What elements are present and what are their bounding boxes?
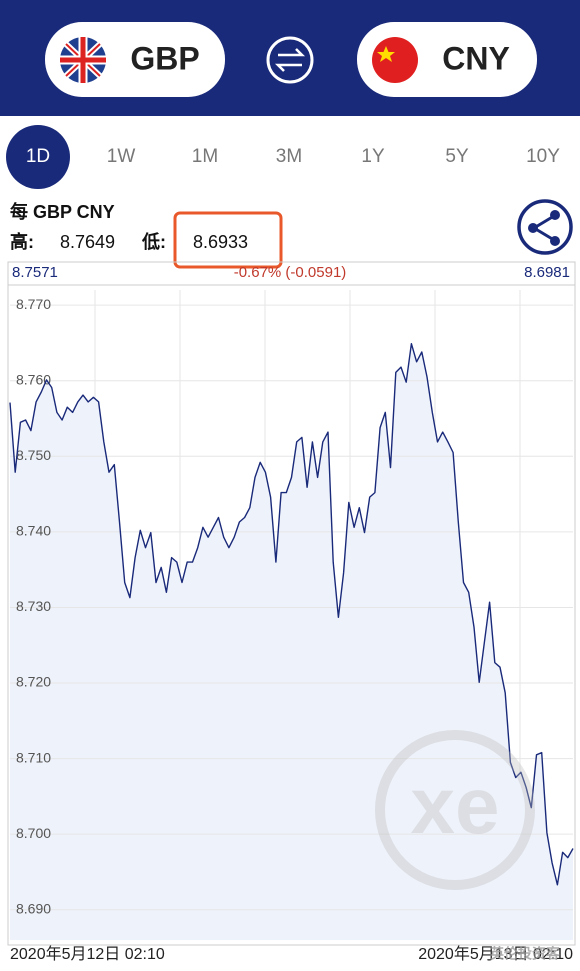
- range-tab[interactable]: 3M: [276, 146, 302, 167]
- share-dot: [528, 223, 538, 233]
- swap-button[interactable]: [266, 36, 314, 84]
- cn-flag-star: [377, 46, 395, 62]
- y-tick-label: 8.730: [16, 598, 51, 614]
- share-button[interactable]: [517, 199, 573, 255]
- low-value: 8.6933: [193, 232, 248, 252]
- logo-ring: [375, 730, 535, 890]
- range-tab[interactable]: 10Y: [526, 146, 560, 167]
- highlight-box: [173, 211, 283, 269]
- y-tick-label: 8.710: [16, 749, 51, 765]
- y-tick-label: 8.740: [16, 523, 51, 539]
- xe-logo: xe: [375, 730, 535, 890]
- share-dot: [550, 236, 560, 246]
- pair-label: 每 GBP CNY: [10, 201, 115, 222]
- y-tick-label: 8.770: [16, 296, 51, 312]
- change-value: -0.67% (-0.0591): [234, 264, 347, 281]
- cn-flag: [372, 37, 418, 83]
- swap-arrows: [274, 48, 306, 72]
- range-tab[interactable]: 5Y: [445, 146, 469, 167]
- from-currency: GBP: [130, 40, 199, 76]
- range-tab[interactable]: 1Y: [361, 146, 385, 167]
- high-label: 高:: [10, 231, 34, 252]
- logo-mark: xe: [411, 761, 500, 850]
- to-currency: CNY: [442, 40, 510, 76]
- rate-line: [9, 343, 574, 886]
- x-start-label: 2020年5月12日 02:10: [10, 945, 165, 963]
- close-value: 8.6981: [524, 264, 570, 281]
- uk-flag-cross-red: [60, 37, 106, 83]
- high-value: 8.7649: [60, 232, 115, 252]
- range-tab[interactable]: 1M: [192, 146, 218, 167]
- chart-frame: [7, 261, 576, 946]
- to-currency-button[interactable]: CNY: [357, 22, 537, 97]
- low-label: 低:: [141, 231, 166, 252]
- y-tick-label: 8.760: [16, 371, 51, 387]
- watermark: 英伦投资客: [489, 946, 561, 962]
- y-tick-label: 8.750: [16, 447, 51, 463]
- area-fill: [10, 343, 573, 940]
- active-tab-bg: [6, 125, 70, 189]
- share-circle: [517, 199, 573, 255]
- y-tick-label: 8.720: [16, 674, 51, 690]
- range-tab[interactable]: 1D: [26, 146, 50, 167]
- from-currency-button[interactable]: GBP: [45, 22, 225, 97]
- share-dot: [550, 210, 560, 220]
- range-tab[interactable]: 1W: [107, 146, 136, 167]
- y-tick-label: 8.690: [16, 900, 51, 916]
- swap-circle: [266, 36, 314, 84]
- y-tick-label: 8.700: [16, 825, 51, 841]
- x-end-label: 2020年5月13日 02:10: [418, 945, 573, 963]
- open-value: 8.7571: [12, 264, 58, 281]
